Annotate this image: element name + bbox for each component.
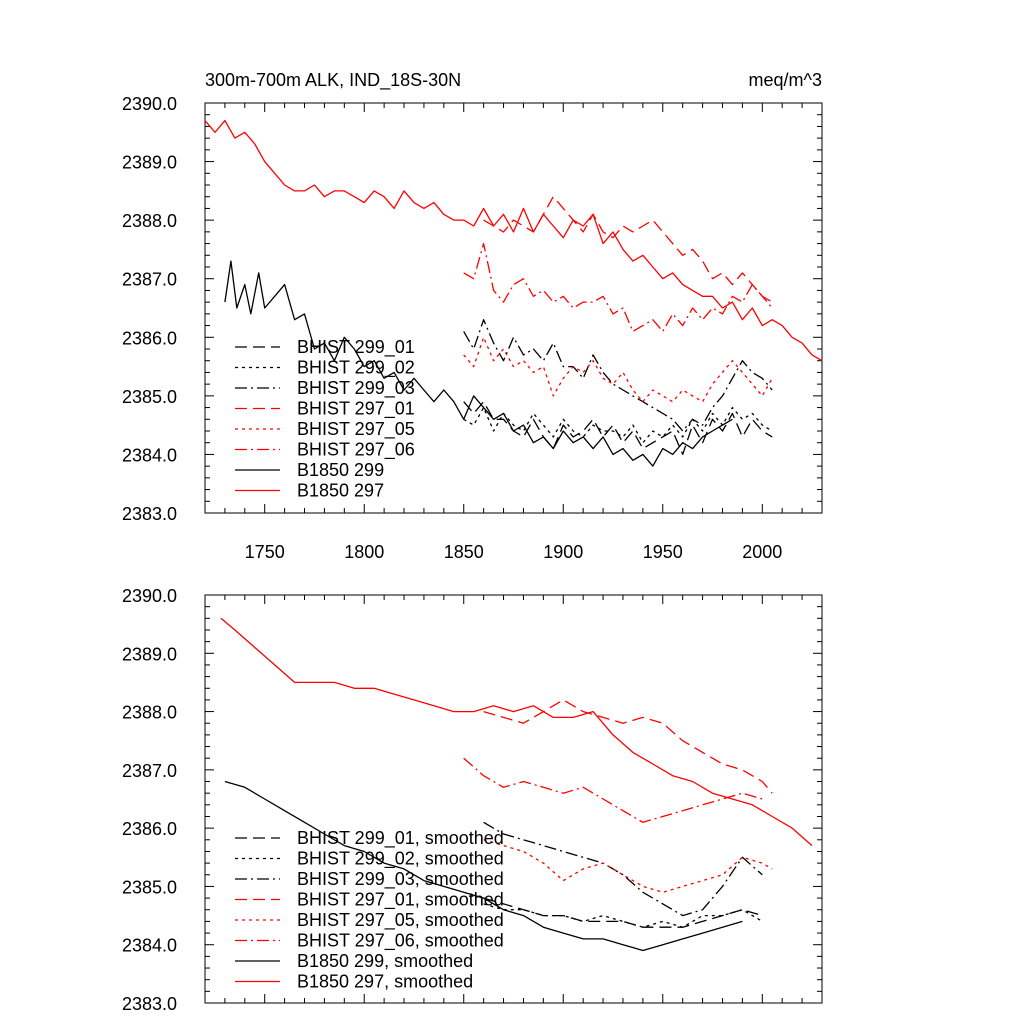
legend-label: B1850 297 <box>297 481 384 501</box>
top-panel: 2383.0 2384.0 2385.0 2386.0 2387.0 2388.0 2389… <box>122 94 823 562</box>
legend-label: B1850 299 <box>297 460 384 480</box>
plot-frame <box>204 594 823 1004</box>
series-line-6 <box>224 260 733 467</box>
x-tick-label: 1950 <box>643 542 683 562</box>
y-tick-label: 2384.0 <box>122 936 177 956</box>
y-tick-label: 2386.0 <box>122 819 177 839</box>
series-line-1 <box>463 406 773 444</box>
y-tick-label: 2390.0 <box>122 94 177 114</box>
series-line-2 <box>483 821 763 917</box>
y-tick-label: 2384.0 <box>122 445 177 465</box>
x-tick-label: 2000 <box>742 542 782 562</box>
y-tick-label: 2388.0 <box>122 211 177 231</box>
legend-label: BHIST 299_03, smoothed <box>297 869 504 890</box>
chart-title: 300m-700m ALK, IND_18S-30N <box>205 70 461 91</box>
legend-label: B1850 299, smoothed <box>297 951 473 971</box>
series-line-4 <box>483 839 773 893</box>
legend-label: BHIST 297_01 <box>297 399 415 420</box>
series-line-5 <box>463 242 773 333</box>
series-line-0 <box>483 897 763 928</box>
y-tick-label: 2387.0 <box>122 761 177 781</box>
series-line-6 <box>224 780 743 952</box>
series-line-3 <box>483 699 773 794</box>
series-line-1 <box>483 903 763 928</box>
series-line-7 <box>220 617 813 847</box>
x-tick-label: 1750 <box>245 542 285 562</box>
y-tick-label: 2390.0 <box>122 586 177 606</box>
legend-label: B1850 297, smoothed <box>297 972 473 992</box>
legend-label: BHIST 299_01 <box>297 337 415 358</box>
y-tick-label: 2383.0 <box>122 994 177 1014</box>
legend-label: BHIST 297_06, smoothed <box>297 931 504 952</box>
y-tick-label: 2388.0 <box>122 703 177 723</box>
plot-frame <box>204 102 823 514</box>
series-line-2 <box>463 319 773 432</box>
y-tick-label: 2387.0 <box>122 270 177 290</box>
y-tick-label: 2389.0 <box>122 153 177 173</box>
y-tick-label: 2389.0 <box>122 644 177 664</box>
legend-label: BHIST 297_05, smoothed <box>297 910 504 931</box>
y-tick-label: 2383.0 <box>122 504 177 524</box>
series-line-7 <box>204 119 823 362</box>
x-tick-label: 1900 <box>543 542 583 562</box>
legend-label: BHIST 297_05 <box>297 419 415 440</box>
y-tick-label: 2386.0 <box>122 328 177 348</box>
y-tick-label: 2385.0 <box>122 387 177 407</box>
legend-label: BHIST 299_02 <box>297 358 415 379</box>
chart-units: meq/m^3 <box>749 70 822 90</box>
legend-label: BHIST 299_01, smoothed <box>297 828 504 849</box>
series-line-5 <box>463 757 763 823</box>
legend-label: BHIST 297_01, smoothed <box>297 890 504 911</box>
series-line-3 <box>483 196 773 303</box>
bottom-panel: 2383.0 2384.0 2385.0 2386.0 2387.0 2388.0 2389… <box>122 586 823 1014</box>
x-tick-label: 1800 <box>344 542 384 562</box>
y-tick-label: 2385.0 <box>122 877 177 897</box>
legend-label: BHIST 297_06 <box>297 440 415 461</box>
series-line-0 <box>463 401 773 456</box>
legend-label: BHIST 299_03 <box>297 378 415 399</box>
x-tick-label: 1850 <box>444 542 484 562</box>
legend-label: BHIST 299_02, smoothed <box>297 849 504 870</box>
